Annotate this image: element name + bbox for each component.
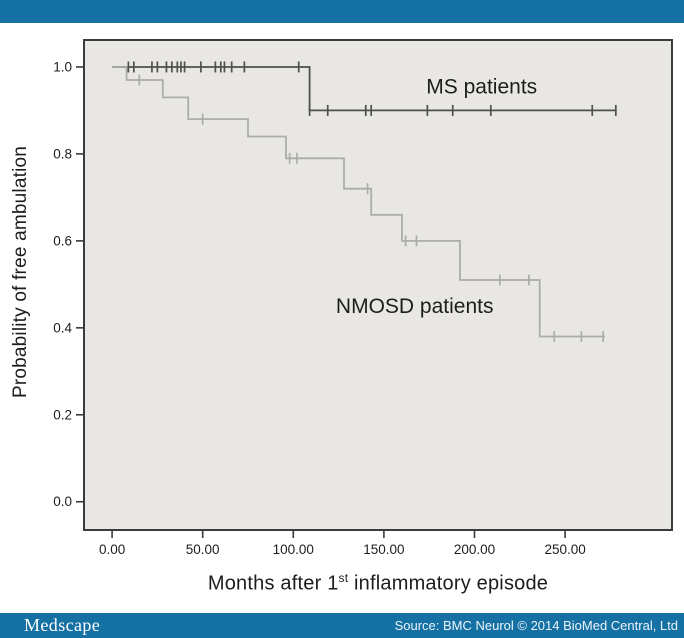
series-nmosd-patients: NMOSD patients: [112, 66, 605, 343]
km-curve-ms-patients: [112, 66, 616, 112]
y-tick-label: 0.4: [53, 320, 72, 335]
top-brand-bar: [0, 0, 684, 23]
x-tick-label: 150.00: [363, 542, 404, 557]
y-tick-label: 0.6: [53, 233, 72, 248]
y-tick-label: 1.0: [53, 59, 72, 74]
x-tick-label: 50.00: [186, 542, 220, 557]
x-axis-title-suffix: inflammatory episode: [348, 572, 549, 595]
y-tick-label: 0.8: [53, 146, 72, 161]
x-axis: 0.00 50.00 100.00 150.00 200.00 250.00: [99, 530, 586, 557]
y-tick-label: 0.0: [53, 494, 72, 509]
x-tick-label: 0.00: [99, 542, 125, 557]
x-axis-title-prefix: Months after 1: [207, 572, 339, 595]
x-tick-label: 250.00: [544, 542, 585, 557]
x-axis-title: Months after 1st inflammatory episode: [84, 571, 672, 596]
series-label-nmosd-patients: NMOSD patients: [336, 295, 494, 318]
footer-bar: Medscape Source: BMC Neurol © 2014 BioMe…: [0, 613, 684, 638]
series-label-ms-patients: MS patients: [426, 76, 537, 99]
series-ms-patients: MS patients: [112, 61, 617, 116]
medscape-logo: Medscape: [24, 615, 101, 635]
y-axis: 0.0 0.2 0.4 0.6 0.8 1.0: [53, 59, 84, 509]
y-tick-label: 0.2: [53, 407, 72, 422]
x-tick-label: 200.00: [454, 542, 495, 557]
y-axis-title: Probability of free ambulation: [10, 145, 31, 399]
km-curve-nmosd-patients: [112, 66, 605, 338]
x-axis-title-superscript: st: [338, 571, 349, 585]
kaplan-meier-chart: 0.0 0.2 0.4 0.6 0.8 1.0 0.00 50.00 100.00 150.00 2…: [53, 39, 673, 557]
x-tick-label: 100.00: [273, 542, 314, 557]
source-credit: Source: BMC Neurol © 2014 BioMed Central…: [394, 618, 678, 633]
plot-area: [83, 39, 673, 531]
